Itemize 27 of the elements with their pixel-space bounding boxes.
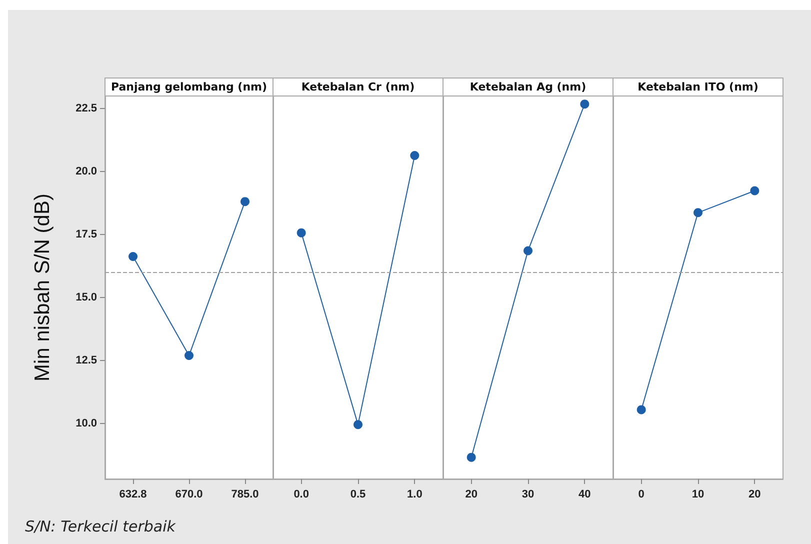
- chart-title: Ketebalan ITO (nm): [638, 80, 758, 94]
- x-tick-label: 20: [748, 488, 761, 500]
- x-tick-label: 30: [522, 488, 534, 500]
- point: [240, 197, 250, 206]
- x-tick-label: 0.5: [350, 488, 366, 500]
- y-tick-label: 22.5: [76, 102, 97, 115]
- x-tick-label: 40: [578, 488, 591, 500]
- point: [184, 351, 194, 360]
- chart-title: Ketebalan Cr (nm): [301, 80, 415, 94]
- x-tick-label: 670.0: [175, 488, 203, 500]
- y-tick-label: 17.5: [76, 228, 97, 241]
- x-tick-label: 632.8: [119, 488, 147, 500]
- x-tick-label: 10: [692, 488, 704, 500]
- x-tick-label: 0.0: [294, 488, 309, 500]
- x-tick-label: 785.0: [231, 488, 259, 500]
- x-tick-label: 1.0: [407, 488, 422, 500]
- y-axis-title: Min nisbah S/N (dB): [31, 194, 54, 382]
- chart-title: Panjang gelombang (nm): [110, 80, 268, 94]
- y-tick-label: 10.0: [76, 418, 97, 430]
- x-tick-label: 20: [465, 488, 478, 500]
- chart-title: Ketebalan Ag (nm): [470, 80, 586, 94]
- y-tick-label: 15.0: [76, 292, 97, 304]
- y-tick-label: 12.5: [76, 354, 97, 367]
- x-tick-label: 0: [638, 488, 644, 500]
- text: S/N: Terkecil terbaik: [25, 518, 177, 536]
- y-tick-label: 20.0: [76, 166, 97, 178]
- point: [128, 252, 138, 262]
